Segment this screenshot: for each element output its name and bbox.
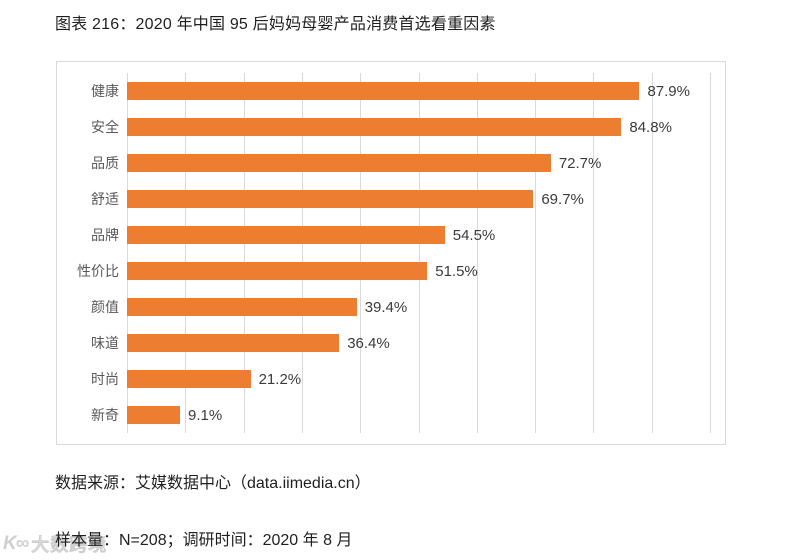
source-note: 数据来源：艾媒数据中心（data.iimedia.cn） (55, 475, 371, 492)
watermark-logo-icon: K∞ (3, 533, 29, 554)
gridline (710, 73, 711, 433)
bar (127, 118, 622, 136)
sample-note: 样本量：N=208；调研时间：2020 年 8 月 (55, 532, 353, 549)
value-label: 54.5% (452, 226, 496, 244)
category-label: 颜值 (91, 299, 119, 315)
value-label: 69.7% (541, 190, 584, 208)
bar (127, 298, 357, 316)
category-label: 性价比 (77, 263, 119, 279)
value-label: 21.2% (258, 370, 302, 388)
bar-row: 颜值 39.4% (57, 289, 725, 325)
gridline (535, 73, 537, 433)
category-label: 新奇 (91, 407, 119, 423)
bar-track: 54.5% (127, 226, 710, 244)
value-label: 72.7% (558, 154, 602, 172)
bar (127, 154, 551, 172)
bar-row: 新奇 9.1% (57, 397, 725, 433)
value-label: 39.4% (364, 298, 408, 316)
bar (127, 334, 340, 352)
category-label: 品质 (91, 155, 119, 171)
bar (127, 190, 534, 208)
bar-track: 51.5% (127, 262, 710, 280)
bar-row: 品牌 54.5% (57, 217, 725, 253)
category-label: 味道 (91, 335, 119, 351)
bar (127, 406, 181, 424)
watermark: K∞ 大数跨境 (3, 531, 107, 557)
bar-row: 品质 72.7% (57, 145, 725, 181)
bar (127, 226, 445, 244)
category-label: 舒适 (91, 191, 119, 207)
bar-row: 味道 36.4% (57, 325, 725, 361)
category-label: 品牌 (91, 227, 119, 243)
gridline (301, 73, 303, 433)
bar-track: 69.7% (127, 190, 710, 208)
bar-track: 21.2% (127, 370, 710, 388)
bar-track: 72.7% (127, 154, 710, 172)
gridline (185, 73, 187, 433)
gridline (360, 73, 362, 433)
bar-row: 时尚 21.2% (57, 361, 725, 397)
bar (127, 262, 428, 280)
bar-track: 39.4% (127, 298, 710, 316)
bar-row: 健康 87.9% (57, 73, 725, 109)
category-label: 时尚 (91, 371, 119, 387)
gridline (243, 73, 245, 433)
bar (127, 82, 640, 100)
plot-grid (127, 73, 711, 433)
gridline (476, 73, 478, 433)
gridline (127, 73, 128, 433)
value-label: 9.1% (188, 406, 223, 424)
bar-track: 9.1% (127, 406, 710, 424)
gridline (651, 73, 653, 433)
bar-track: 87.9% (127, 82, 710, 100)
value-label: 87.9% (647, 82, 690, 100)
bar-track: 84.8% (127, 118, 710, 136)
bar-row: 舒适 69.7% (57, 181, 725, 217)
category-label: 安全 (91, 119, 119, 135)
watermark-text: 大数跨境 (31, 535, 108, 556)
value-label: 36.4% (347, 334, 390, 352)
page-title: 图表 216：2020 年中国 95 后妈妈母婴产品消费首选看重因素 (55, 16, 496, 33)
gridline (593, 73, 595, 433)
bar-rows: 健康 87.9% 安全 84.8% 品质 72.7% 舒适 69.7% 品牌 5… (57, 73, 725, 433)
bar-row: 性价比 51.5% (57, 253, 725, 289)
value-label: 51.5% (435, 262, 478, 280)
value-label: 84.8% (629, 118, 672, 136)
category-label: 健康 (91, 83, 119, 99)
chart-panel: 健康 87.9% 安全 84.8% 品质 72.7% 舒适 69.7% 品牌 5… (56, 61, 726, 445)
bar-row: 安全 84.8% (57, 109, 725, 145)
bar (127, 370, 251, 388)
gridline (418, 73, 420, 433)
bar-track: 36.4% (127, 334, 710, 352)
